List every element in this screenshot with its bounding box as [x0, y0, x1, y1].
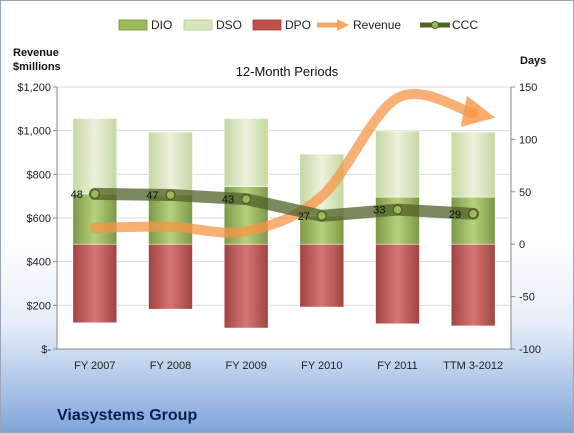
bar-dso: [223, 118, 269, 187]
legend-swatch-dio: [118, 19, 148, 31]
right-tick-label: 150: [519, 82, 537, 94]
legend-swatch-dso: [183, 19, 213, 31]
left-tick-label: $1,200: [17, 82, 51, 94]
bar-dio: [450, 196, 496, 245]
legend-label: Revenue: [353, 18, 401, 32]
right-tick-label: -100: [519, 344, 541, 356]
x-tick-label: FY 2007: [74, 360, 115, 372]
left-tick-label: $200: [27, 300, 51, 312]
ccc-point: [467, 208, 479, 220]
ccc-data-label: 27: [298, 211, 310, 223]
ccc-point: [392, 204, 403, 215]
legend-swatch-dpo: [252, 19, 282, 31]
right-tick-label: 0: [519, 239, 525, 251]
bar-dso: [148, 131, 193, 196]
left-tick-label: $1,000: [17, 126, 51, 138]
legend-revenue-arrowhead: [337, 19, 349, 31]
ccc-point: [89, 188, 101, 200]
bar-dpo: [72, 243, 118, 324]
legend-label: DIO: [151, 18, 172, 32]
bar-dpo: [375, 243, 420, 325]
left-tick-label: $400: [27, 257, 51, 269]
x-tick-label: FY 2010: [301, 360, 342, 372]
legend-label: DPO: [285, 18, 311, 32]
bar-dso: [72, 118, 118, 195]
ccc-data-label: 48: [71, 189, 83, 201]
left-axis-title-line1: Revenue: [13, 47, 59, 59]
bar-dpo: [148, 243, 193, 310]
ccc-point: [165, 189, 176, 201]
right-tick-label: -50: [519, 292, 535, 304]
series-ccc-line: [88, 187, 480, 222]
left-tick-label: $-: [41, 344, 51, 356]
bar-dio: [72, 193, 118, 245]
left-axis-title-line2: $millions: [13, 61, 61, 73]
bar-dpo: [450, 243, 496, 327]
left-tick-label: $800: [27, 169, 51, 181]
chart-title: 12-Month Periods: [236, 64, 339, 79]
right-tick-label: 100: [519, 134, 537, 146]
x-tick-label: FY 2011: [377, 360, 418, 372]
ccc-point: [316, 210, 328, 222]
company-name: Viasystems Group: [57, 407, 198, 424]
bar-dso: [450, 131, 496, 198]
x-tick-label: FY 2008: [150, 360, 191, 372]
ccc-data-label: 43: [222, 194, 234, 206]
ccc-data-label: 33: [373, 205, 385, 217]
x-tick-label: TTM 3-2012: [443, 360, 503, 372]
right-tick-label: 50: [519, 187, 531, 199]
legend-label: CCC: [452, 18, 478, 32]
bar-dso: [375, 130, 420, 198]
bar-dio: [148, 194, 193, 245]
ccc-point: [240, 193, 252, 205]
ccc-data-label: 29: [449, 209, 461, 221]
bar-dpo: [223, 243, 269, 329]
left-tick-label: $600: [27, 213, 51, 225]
x-tick-label: FY 2009: [225, 360, 266, 372]
ccc-data-label: 47: [146, 190, 158, 202]
bar-dpo: [299, 243, 345, 308]
right-axis-title: Days: [520, 55, 546, 67]
legend-label: DSO: [216, 18, 242, 32]
legend-ccc-marker: [431, 21, 439, 29]
